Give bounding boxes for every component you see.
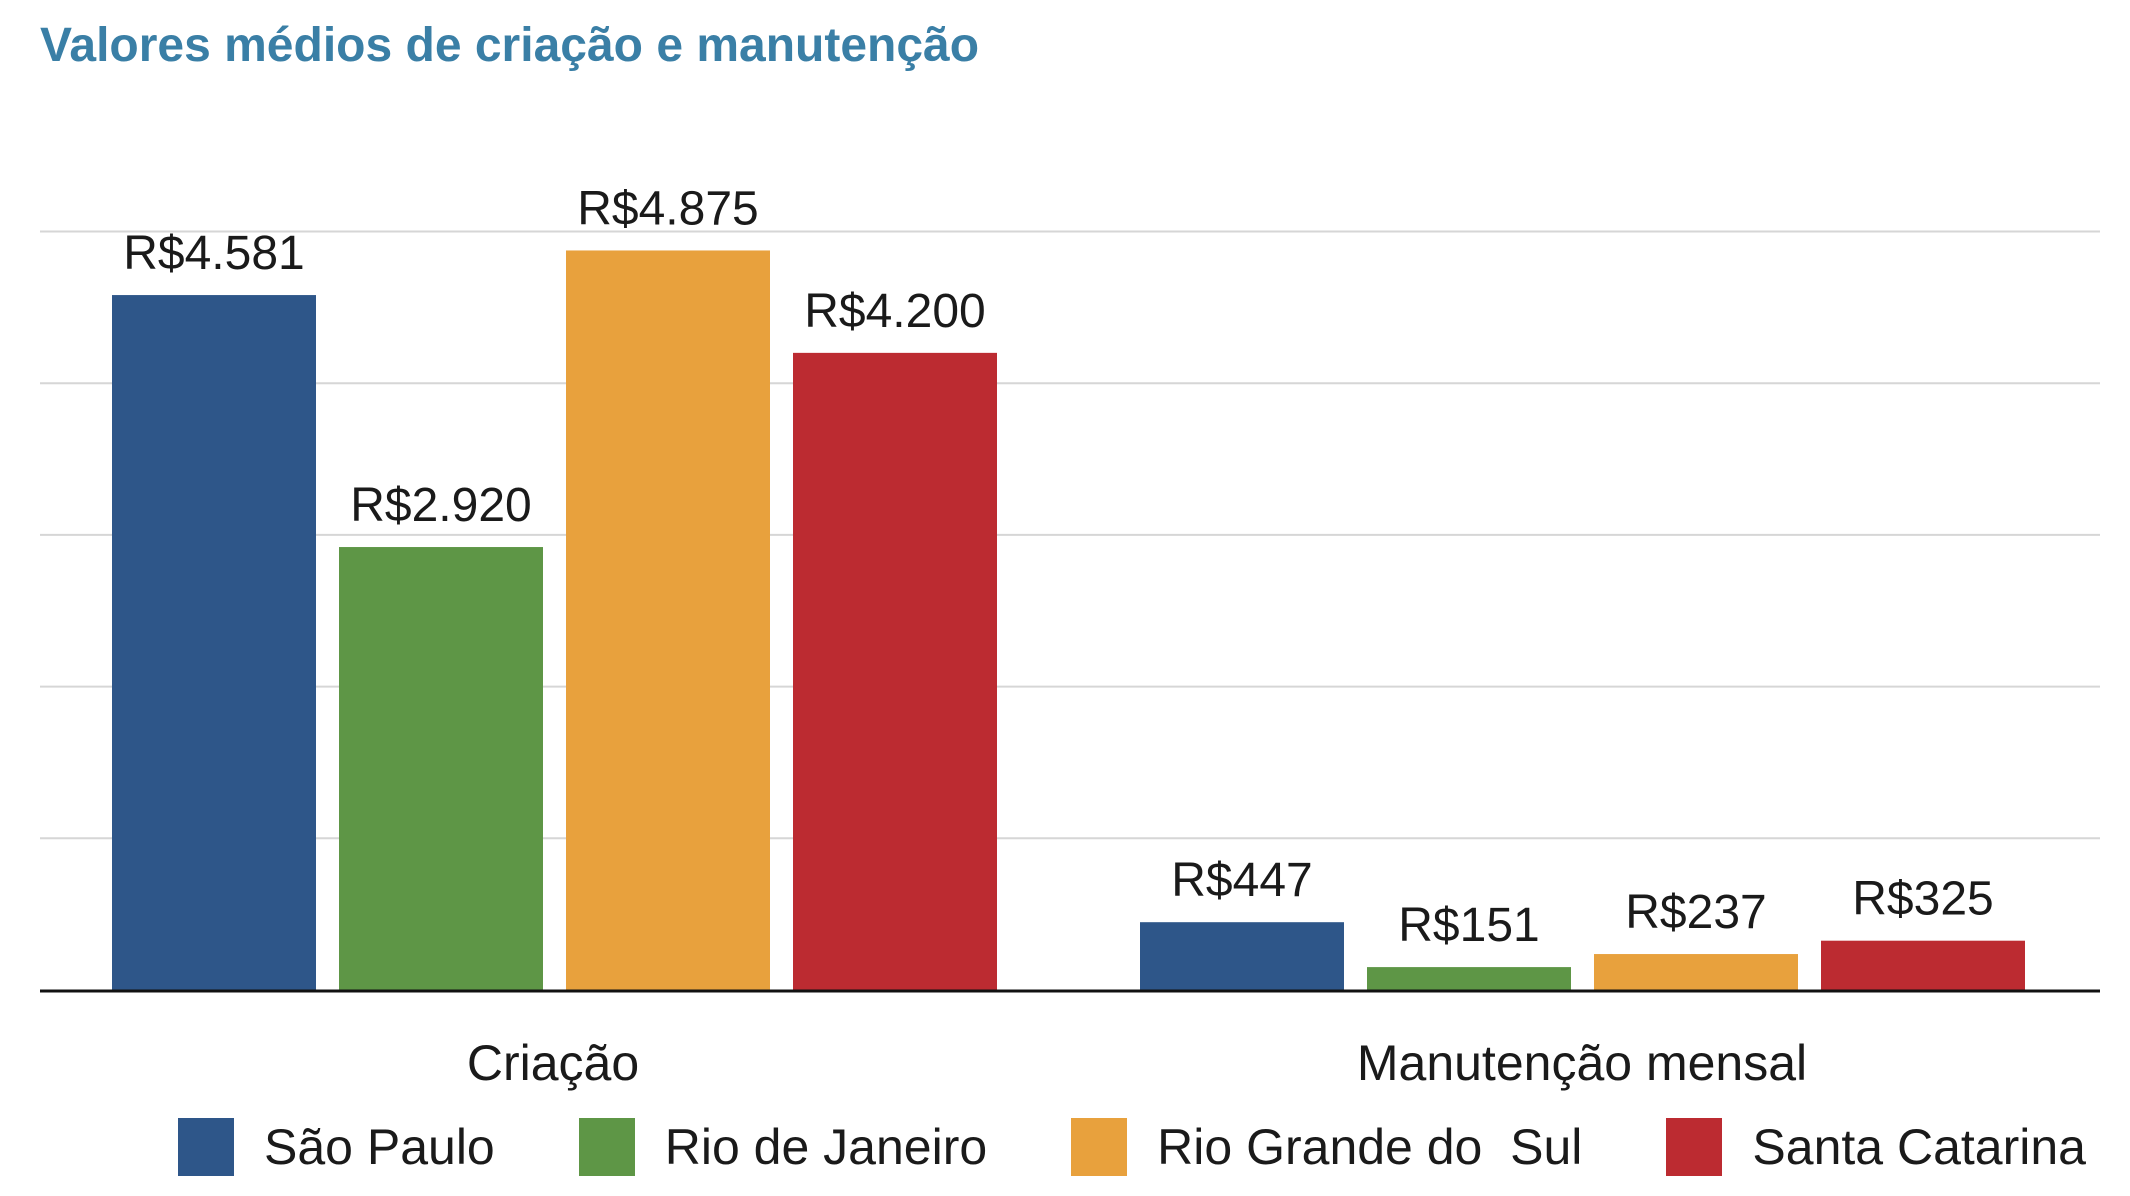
bar [1821,940,2025,990]
bar-value-labels: R$4.581 R$2.920 R$4.875 R$4.200 R$447 R$151 R$… [123,182,1993,952]
legend-item-sao-paulo: São Paulo [178,1118,495,1176]
legend-swatch [578,1118,635,1176]
category-label: Manutenção mensal [1357,1035,1807,1091]
bar [1367,967,1571,990]
bars-group [112,250,2025,991]
bar [566,250,770,990]
legend-swatch [1666,1118,1723,1176]
category-label: Criação [467,1035,639,1091]
bar-value-label: R$4.875 [577,182,758,235]
category-labels: Criação Manutenção mensal [467,1035,1807,1091]
bar-value-label: R$2.920 [350,479,531,532]
bar-value-label: R$4.200 [804,285,985,338]
bar [793,352,997,990]
legend-item-santa-catarina: Santa Catarina [1666,1118,2086,1176]
legend-item-rio-grande-do-sul: Rio Grande do Sul [1071,1118,1582,1176]
bar-value-label: R$4.581 [123,227,304,280]
legend-label: Santa Catarina [1752,1119,2086,1175]
bar-value-label: R$325 [1852,873,1993,926]
bar-value-label: R$151 [1398,899,1539,952]
bar [1140,922,1344,990]
bar [112,295,316,991]
bar [1594,954,1798,990]
legend-label: Rio Grande do Sul [1157,1119,1583,1175]
legend-label: São Paulo [264,1119,495,1175]
bar-value-label: R$237 [1625,886,1766,939]
legend: São Paulo Rio de Janeiro Rio Grande do S… [178,1115,2086,1179]
chart-title: Valores médios de criação e manutenção [40,19,980,72]
legend-item-rio-de-janeiro: Rio de Janeiro [578,1118,988,1176]
legend-label: Rio de Janeiro [664,1119,988,1175]
bar-value-label: R$447 [1171,854,1312,907]
legend-swatch [178,1118,234,1176]
bar [339,547,543,990]
legend-swatch [1071,1118,1128,1176]
